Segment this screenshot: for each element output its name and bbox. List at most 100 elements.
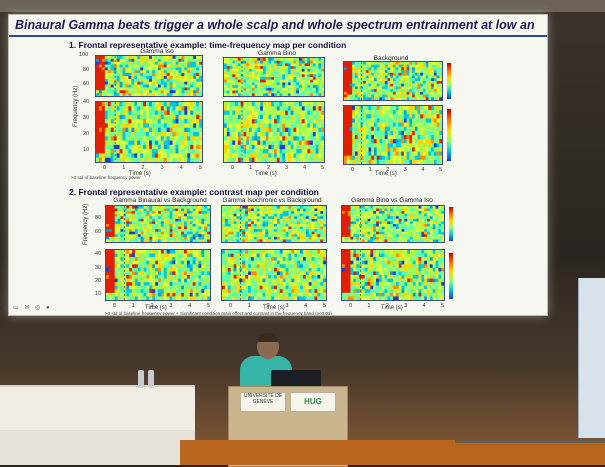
heatmap-cell	[439, 106, 442, 111]
heatmap-cell	[123, 106, 126, 111]
heatmap-cell	[125, 132, 128, 137]
heatmap-cell	[137, 82, 140, 85]
heatmap-cell	[108, 73, 111, 76]
heatmap-cell	[120, 268, 123, 272]
heatmap-cell	[207, 271, 210, 275]
heatmap-cell	[106, 268, 109, 272]
heatmap-cell	[181, 257, 184, 261]
heatmap-cell	[164, 289, 167, 293]
heatmap-cell	[187, 254, 190, 258]
heatmap-cell	[149, 282, 152, 286]
heatmap-cell	[152, 271, 155, 275]
heatmap-cell	[181, 149, 184, 154]
heatmap-cell	[128, 132, 131, 137]
heatmap-cell	[176, 132, 179, 137]
heatmap-cell	[134, 128, 137, 133]
heatmap-cell	[102, 158, 105, 162]
heatmap-cell	[152, 102, 155, 107]
heatmap-cell	[181, 67, 184, 70]
heatmap-cell	[161, 153, 164, 158]
heatmap-cell	[190, 85, 193, 88]
heatmap-cell	[161, 67, 164, 70]
heatmap-cell	[149, 67, 152, 70]
heatmap-cell	[111, 102, 114, 107]
heatmap-cell	[131, 149, 134, 154]
heatmap-cell	[108, 132, 111, 137]
panel-label-gamma-iso: Gamma Iso	[127, 48, 187, 55]
heatmap-cell	[123, 128, 126, 133]
heatmap-cell	[137, 62, 140, 65]
heatmap-cell	[146, 279, 149, 283]
heatmap-cell	[149, 261, 152, 265]
heatmap-cell	[196, 111, 199, 116]
heatmap-cell	[184, 119, 187, 124]
heatmap-cell	[164, 141, 167, 146]
heatmap-cell	[178, 65, 181, 68]
heatmap-cell	[193, 254, 196, 258]
heatmap-cell	[111, 145, 114, 150]
heatmap-cell	[140, 67, 143, 70]
heatmap-cell	[149, 93, 152, 96]
heatmap-cell	[170, 106, 173, 111]
heatmap-cell	[125, 102, 128, 107]
heatmap-cell	[158, 153, 161, 158]
slide-title: Binaural Gamma beats trigger a whole sca…	[15, 18, 535, 36]
heatmap-cell	[251, 239, 254, 242]
heatmap-cell	[190, 136, 193, 141]
heatmap-cell	[175, 279, 178, 283]
panel-label-bino-vs-iso: Gamma Bino vs Gamma Iso	[337, 197, 447, 204]
heatmap-cell	[193, 250, 196, 254]
heatmap-cell	[155, 85, 158, 88]
heatmap-cell	[149, 250, 152, 254]
heatmap-cell	[181, 73, 184, 76]
heatmap-cell	[199, 128, 202, 133]
heatmap-cell	[141, 268, 144, 272]
heatmap-cell	[131, 136, 134, 141]
heatmap-cell	[184, 257, 187, 261]
heatmap-cell	[193, 141, 196, 146]
heatmap-cell	[140, 123, 143, 128]
heatmap-cell	[152, 141, 155, 146]
heatmap-cell	[152, 87, 155, 90]
heatmap-cell	[167, 132, 170, 137]
heatmap-cell	[173, 128, 176, 133]
heatmap-cell	[146, 111, 149, 116]
heatmap-cell	[199, 111, 202, 116]
heatmap-cell	[155, 257, 158, 261]
heatmap-cell	[184, 239, 187, 242]
heatmap-cell	[152, 82, 155, 85]
heatmap-cell	[155, 271, 158, 275]
heatmap-cell	[155, 111, 158, 116]
heatmap-cell	[99, 82, 102, 85]
heatmap-cell	[309, 239, 312, 242]
heatmap-cell	[439, 143, 442, 148]
heatmap-cell	[126, 286, 129, 290]
heatmap-cell	[96, 76, 99, 79]
heatmap-cell	[167, 254, 170, 258]
heatmap-cell	[135, 289, 138, 293]
heatmap-cell	[149, 85, 152, 88]
heatmap-cell	[184, 106, 187, 111]
heatmap-cell	[128, 141, 131, 146]
heatmap-cell	[201, 254, 204, 258]
heatmap-cell	[102, 128, 105, 133]
heatmap-cell	[135, 264, 138, 268]
heatmap-cell	[161, 93, 164, 96]
heatmap-cell	[173, 136, 176, 141]
heatmap-cell	[102, 149, 105, 154]
heatmap-cell	[149, 254, 152, 258]
heatmap-cell	[199, 158, 202, 162]
heatmap-cell	[125, 123, 128, 128]
heatmap-cell	[158, 67, 161, 70]
heatmap-cell	[106, 254, 109, 258]
heatmap-cell	[105, 158, 108, 162]
heatmap-cell	[173, 149, 176, 154]
heatmap-cell	[120, 128, 123, 133]
heatmap-cell	[105, 123, 108, 128]
heatmap-cell	[199, 153, 202, 158]
heatmap-cell	[143, 136, 146, 141]
heatmap-cell	[178, 158, 181, 162]
heatmap-cell	[109, 268, 112, 272]
heatmap-cell	[155, 106, 158, 111]
heatmap-cell	[109, 271, 112, 275]
